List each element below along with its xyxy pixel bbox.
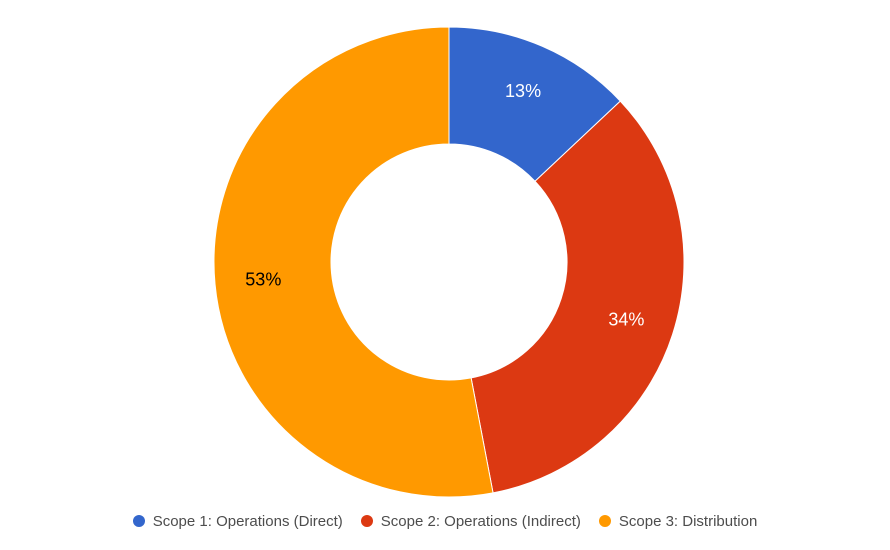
legend: Scope 1: Operations (Direct) Scope 2: Ope… (0, 509, 890, 533)
legend-label: Scope 2: Operations (Indirect) (380, 512, 581, 530)
slices-group (213, 26, 685, 498)
legend-swatch-icon (132, 515, 145, 527)
slice-3-value-label: 53% (245, 270, 281, 290)
legend-label: Scope 1: Operations (Direct) (152, 512, 343, 530)
slice-labels-group: 13% 34% 53% (245, 81, 644, 330)
legend-item-1[interactable]: Scope 1: Operations (Direct) (132, 512, 343, 530)
legend-label: Scope 3: Distribution (618, 512, 758, 530)
slice-2[interactable] (470, 100, 685, 494)
chart-canvas: 13% 34% 53% (213, 26, 685, 498)
slice-1[interactable] (448, 26, 622, 182)
slice-1-value-label: 13% (505, 81, 541, 101)
legend-item-2[interactable]: Scope 2: Operations (Indirect) (360, 512, 581, 530)
legend-item-3[interactable]: Scope 3: Distribution (598, 512, 758, 530)
legend-swatch-icon (360, 515, 373, 527)
slice-2-value-label: 34% (608, 310, 644, 330)
slice-3[interactable] (213, 26, 494, 498)
legend-swatch-icon (598, 515, 611, 527)
